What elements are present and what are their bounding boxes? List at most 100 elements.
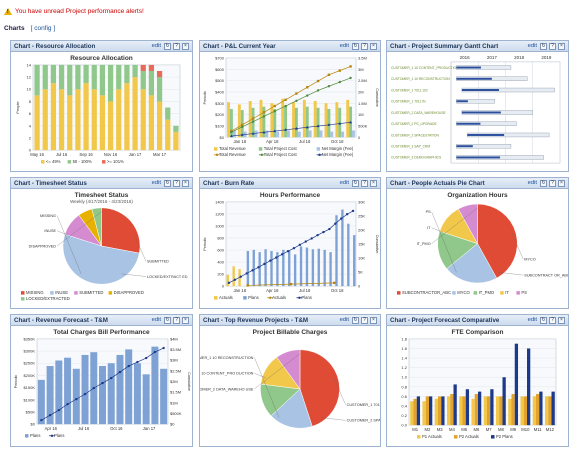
close-icon[interactable]: ×: [558, 179, 565, 187]
edit-link[interactable]: edit: [151, 317, 161, 323]
line-point: [75, 397, 78, 401]
y2-tick-label: 3.5M: [358, 55, 367, 60]
close-icon[interactable]: ×: [370, 179, 377, 187]
bar: [281, 98, 285, 138]
edit-link[interactable]: edit: [151, 43, 161, 49]
charts-header: Charts [ config ]: [4, 25, 55, 32]
callout-label: SUBCONTRACT OR_ABC: [524, 273, 568, 277]
bar: [297, 131, 301, 138]
help-icon[interactable]: ?: [361, 42, 368, 50]
close-icon[interactable]: ×: [370, 316, 377, 324]
gantt-progress: [461, 89, 499, 92]
refresh-icon[interactable]: ↻: [164, 179, 171, 187]
help-icon[interactable]: ?: [173, 316, 180, 324]
edit-link[interactable]: edit: [151, 180, 161, 186]
x-tick-label: Jul 18: [299, 139, 311, 144]
config-link[interactable]: [ config ]: [30, 25, 56, 32]
line-point: [316, 79, 320, 83]
bar: [502, 377, 506, 426]
refresh-icon[interactable]: ↻: [540, 179, 547, 187]
bar: [311, 249, 315, 287]
bar: [42, 64, 48, 90]
edit-link[interactable]: edit: [339, 43, 349, 49]
bar: [248, 101, 252, 138]
bar: [140, 64, 146, 71]
edit-link[interactable]: edit: [527, 317, 537, 323]
help-icon[interactable]: ?: [549, 179, 556, 187]
y2-tick-label: 5K: [358, 270, 363, 275]
x-tick-label: Apr 18: [266, 139, 279, 144]
pagelet-toolbar: edit ↻ ? ×: [527, 42, 565, 50]
line-point: [40, 418, 43, 422]
close-icon[interactable]: ×: [182, 42, 189, 50]
bar: [293, 254, 297, 287]
legend-swatch: [452, 291, 456, 295]
bar: [329, 252, 332, 287]
legend-label: Net Margin (Fee): [322, 152, 354, 157]
edit-link[interactable]: edit: [339, 317, 349, 323]
legend-label: LOCKED/EXTRACTED: [26, 296, 70, 301]
pagelet-header: Chart - Project Forecast Comparative edi…: [387, 315, 568, 326]
callout-label: CUSTOMER_2 DATA_WAREHO USE: [200, 387, 254, 391]
bar: [527, 348, 531, 426]
bar: [148, 95, 155, 151]
refresh-icon[interactable]: ↻: [352, 179, 359, 187]
y-tick-label: 1.4: [401, 356, 407, 361]
pagelet-top-revenue-projects: Chart - Top Revenue Projects - T&M edit …: [199, 314, 381, 447]
bar: [316, 107, 320, 138]
bar: [107, 101, 114, 151]
alert-link[interactable]: You have unread Project performance aler…: [15, 7, 144, 15]
refresh-icon[interactable]: ↻: [352, 316, 359, 324]
gantt-task-label: CUSTOMER_1 7011 IN: [391, 100, 426, 104]
help-icon[interactable]: ?: [173, 179, 180, 187]
legend-swatch: [108, 291, 113, 295]
help-icon[interactable]: ?: [361, 179, 368, 187]
y2-tick-label: 2M: [358, 89, 364, 94]
bar: [99, 366, 106, 425]
gantt-task-label: CUSTOMER_1 10 CONTENT_PRODUCTION: [391, 66, 459, 70]
series-line: [228, 210, 354, 284]
close-icon[interactable]: ×: [370, 42, 377, 50]
callout-line: [511, 232, 524, 260]
bar: [324, 103, 328, 138]
close-icon[interactable]: ×: [558, 42, 565, 50]
help-icon[interactable]: ?: [173, 42, 180, 50]
y-tick-label: 0.2: [401, 413, 407, 418]
callout-label: CUSTOMER_1 10 CONTENT_PRO DUCTION: [200, 372, 254, 376]
y-tick-label: 200: [217, 272, 224, 277]
y2-tick-label: $1.5M: [170, 390, 181, 395]
edit-link[interactable]: edit: [527, 43, 537, 49]
x-tick-label: Apr 16: [45, 426, 58, 431]
line-point: [306, 94, 309, 97]
y2-tick-label: 10K: [358, 256, 365, 261]
edit-link[interactable]: edit: [527, 180, 537, 186]
legend-swatch: [316, 147, 321, 151]
bar: [276, 252, 279, 287]
bar: [434, 398, 438, 426]
close-icon[interactable]: ×: [182, 179, 189, 187]
y-tick-label: 1.0: [401, 375, 407, 380]
bar: [327, 108, 331, 138]
close-icon[interactable]: ×: [558, 316, 565, 324]
refresh-icon[interactable]: ↻: [164, 42, 171, 50]
help-icon[interactable]: ?: [549, 316, 556, 324]
bar: [508, 398, 512, 426]
pie-slice: [62, 233, 140, 285]
refresh-icon[interactable]: ↻: [352, 42, 359, 50]
refresh-icon[interactable]: ↻: [164, 316, 171, 324]
legend-swatch: [67, 160, 72, 164]
chart-svg: $0 $100 $200 $300 $400 $500 $600 $700 0 500K 1M 1.5…: [203, 55, 379, 157]
refresh-icon[interactable]: ↻: [540, 42, 547, 50]
edit-link[interactable]: edit: [339, 180, 349, 186]
bar: [124, 64, 130, 84]
help-icon[interactable]: ?: [361, 316, 368, 324]
refresh-icon[interactable]: ↻: [540, 316, 547, 324]
bar: [125, 349, 133, 425]
bar: [305, 106, 309, 138]
legend-marker: [260, 153, 263, 157]
gantt-year-label: 2019: [541, 55, 551, 60]
line-point: [269, 259, 272, 262]
help-icon[interactable]: ?: [549, 42, 556, 50]
pagelet-header: Chart - P&L Current Year edit ↻ ? ×: [200, 41, 380, 52]
close-icon[interactable]: ×: [182, 316, 189, 324]
